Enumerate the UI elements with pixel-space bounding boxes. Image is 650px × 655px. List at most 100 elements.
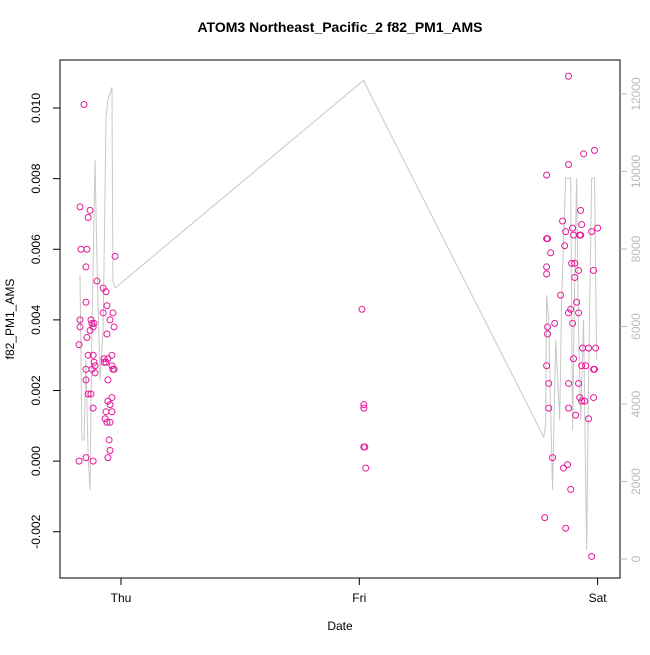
point bbox=[592, 344, 600, 352]
point bbox=[576, 394, 584, 402]
point bbox=[585, 344, 593, 352]
point bbox=[105, 436, 113, 444]
point bbox=[541, 514, 549, 522]
y2-tick-label: 4000 bbox=[629, 390, 643, 417]
point bbox=[570, 355, 578, 363]
point bbox=[362, 464, 370, 472]
point bbox=[544, 323, 552, 331]
y2-tick-label: 10000 bbox=[629, 154, 643, 188]
point bbox=[109, 309, 117, 317]
x-tick-label: Thu bbox=[111, 591, 132, 605]
y-axis-label: f82_PM1_AMS bbox=[3, 279, 17, 360]
point bbox=[88, 365, 96, 373]
point bbox=[104, 355, 112, 363]
point bbox=[571, 274, 579, 282]
point bbox=[551, 319, 559, 327]
point bbox=[111, 252, 119, 260]
point bbox=[84, 213, 92, 221]
point bbox=[108, 362, 116, 370]
point bbox=[591, 146, 599, 154]
point bbox=[76, 316, 84, 324]
point bbox=[104, 454, 112, 462]
point bbox=[590, 394, 598, 402]
point bbox=[549, 454, 557, 462]
point bbox=[84, 390, 92, 398]
point bbox=[84, 351, 92, 359]
point bbox=[106, 447, 114, 455]
point bbox=[75, 457, 83, 465]
point bbox=[75, 341, 83, 349]
point bbox=[588, 552, 596, 560]
point bbox=[82, 263, 90, 271]
point bbox=[89, 457, 97, 465]
point bbox=[562, 228, 570, 236]
point bbox=[360, 404, 368, 412]
point bbox=[103, 330, 111, 338]
point bbox=[571, 259, 579, 267]
point bbox=[110, 365, 118, 373]
point bbox=[565, 379, 573, 387]
point bbox=[108, 351, 116, 359]
y2-tick-label: 2000 bbox=[629, 468, 643, 495]
point bbox=[89, 351, 97, 359]
point bbox=[575, 309, 583, 317]
point bbox=[90, 319, 98, 327]
point bbox=[590, 266, 598, 274]
x-axis-label: Date bbox=[327, 619, 353, 633]
y2-tick-label: 0 bbox=[629, 555, 643, 562]
y2-tick-label: 12000 bbox=[629, 77, 643, 111]
point bbox=[565, 72, 573, 80]
y2-tick-label: 8000 bbox=[629, 235, 643, 262]
point bbox=[565, 309, 573, 317]
point bbox=[572, 411, 580, 419]
point bbox=[102, 358, 110, 366]
point bbox=[93, 277, 101, 285]
point bbox=[543, 171, 551, 179]
point bbox=[578, 397, 586, 405]
y-tick-label: 0.000 bbox=[29, 446, 43, 476]
point bbox=[569, 224, 577, 232]
y-tick-label: 0.002 bbox=[29, 375, 43, 405]
point bbox=[544, 330, 552, 338]
point bbox=[594, 224, 602, 232]
point bbox=[564, 461, 572, 469]
line bbox=[79, 79, 598, 551]
point bbox=[568, 259, 576, 267]
point bbox=[562, 524, 570, 532]
point bbox=[106, 401, 114, 409]
point bbox=[588, 228, 596, 236]
point bbox=[110, 323, 118, 331]
point bbox=[358, 305, 366, 313]
point bbox=[567, 485, 575, 493]
point bbox=[543, 270, 551, 278]
point bbox=[104, 376, 112, 384]
point bbox=[108, 408, 116, 416]
point bbox=[577, 231, 585, 239]
y-tick-label: 0.008 bbox=[29, 163, 43, 193]
y-tick-label: 0.004 bbox=[29, 305, 43, 335]
point bbox=[580, 150, 588, 158]
point bbox=[82, 454, 90, 462]
point bbox=[591, 365, 599, 373]
point bbox=[582, 362, 590, 370]
point bbox=[108, 394, 116, 402]
y-tick-label: 0.010 bbox=[29, 93, 43, 123]
y2-tick-label: 6000 bbox=[629, 313, 643, 340]
point bbox=[103, 418, 111, 426]
y-tick-label: -0.002 bbox=[29, 514, 43, 548]
point bbox=[86, 206, 94, 214]
point bbox=[561, 242, 569, 250]
point bbox=[585, 415, 593, 423]
point bbox=[581, 397, 589, 405]
point bbox=[560, 464, 568, 472]
point bbox=[82, 376, 90, 384]
point bbox=[89, 404, 97, 412]
point bbox=[543, 362, 551, 370]
point bbox=[565, 161, 573, 169]
point bbox=[100, 358, 108, 366]
point bbox=[578, 221, 586, 229]
point bbox=[106, 418, 114, 426]
point bbox=[577, 206, 585, 214]
